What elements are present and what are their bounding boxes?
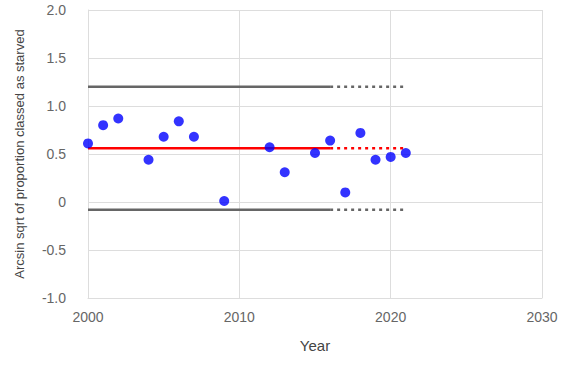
svg-text:-1.0: -1.0 bbox=[42, 290, 66, 306]
svg-text:-0.5: -0.5 bbox=[42, 242, 66, 258]
svg-text:Year: Year bbox=[300, 337, 330, 354]
svg-text:0.5: 0.5 bbox=[47, 146, 67, 162]
svg-text:1.5: 1.5 bbox=[47, 50, 67, 66]
svg-text:2030: 2030 bbox=[526, 309, 557, 325]
svg-text:2020: 2020 bbox=[375, 309, 406, 325]
svg-text:0: 0 bbox=[58, 194, 66, 210]
svg-text:2.0: 2.0 bbox=[47, 2, 67, 18]
svg-text:1.0: 1.0 bbox=[47, 98, 67, 114]
svg-text:2010: 2010 bbox=[224, 309, 255, 325]
svg-text:Arcsin sqrt of proportion clas: Arcsin sqrt of proportion classed as sta… bbox=[12, 29, 27, 278]
svg-text:2000: 2000 bbox=[72, 309, 103, 325]
